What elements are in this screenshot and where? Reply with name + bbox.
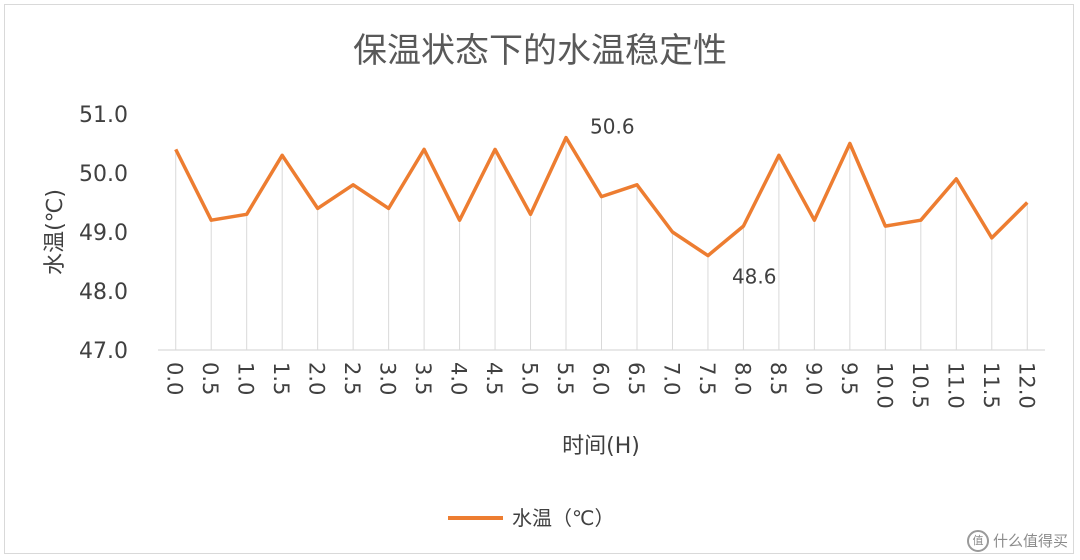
x-tick-label: 0.5 [198,362,222,395]
chart-frame [4,4,1074,554]
x-axis-label: 时间(H) [562,434,640,459]
x-tick-label: 6.5 [624,362,648,395]
x-tick-label: 1.0 [234,362,258,395]
legend: 水温（℃） [448,506,614,530]
data-label: 50.6 [590,115,635,139]
x-tick-label: 9.5 [837,362,861,395]
x-tick-label: 5.0 [518,362,542,395]
x-tick-label: 4.0 [447,362,471,395]
x-tick-label: 0.0 [163,362,187,395]
x-tick-label: 12.0 [1014,362,1038,409]
watermark-logo-icon: 值 [966,530,989,552]
data-label: 48.6 [732,265,777,289]
x-tick-label: 10.5 [908,362,932,409]
y-tick-label: 48.0 [79,280,128,305]
x-tick-label: 9.0 [801,362,825,395]
x-tick-label: 1.5 [269,362,293,395]
x-tick-label: 11.0 [943,362,967,409]
x-tick-label: 8.0 [730,362,754,395]
series-line [174,135,1029,258]
y-tick-label: 50.0 [79,162,128,187]
x-tick-label: 6.0 [589,362,613,395]
chart-title: 保温状态下的水温稳定性 [353,31,727,71]
x-tick-label: 11.5 [979,362,1003,409]
x-tick-label: 3.0 [376,362,400,395]
watermark: 值什么值得买 [966,530,1068,552]
y-tick-label: 49.0 [79,221,128,246]
y-tick-label: 47.0 [79,339,128,364]
y-axis-label: 水温(℃) [43,189,68,275]
x-tick-label: 2.0 [305,362,329,395]
x-tick-label: 5.5 [553,362,577,395]
x-tick-label: 3.5 [411,362,435,395]
x-tick-label: 8.5 [766,362,790,395]
x-tick-label: 7.0 [659,362,683,395]
x-tick-label: 10.0 [872,362,896,409]
x-tick-label: 7.5 [695,362,719,395]
x-tick-label: 2.5 [340,362,364,395]
plot-area: 47.0 48.0 49.0 50.0 51.0 0.0 0.5 1.0 1.5 2.0 2.5 3.… [79,103,1045,409]
watermark-text: 什么值得买 [992,531,1068,550]
legend-label: 水温（℃） [512,506,614,530]
y-tick-label: 51.0 [79,103,128,128]
x-tick-label: 4.5 [482,362,506,395]
